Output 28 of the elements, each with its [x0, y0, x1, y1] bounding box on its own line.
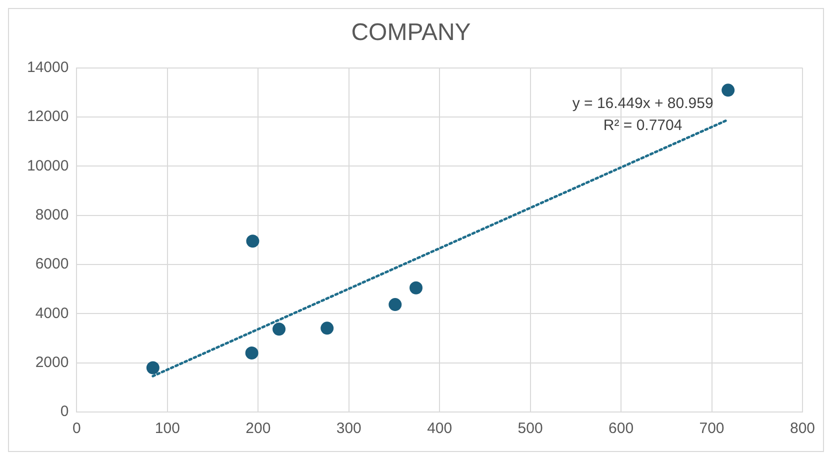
x-tick-label: 100 [154, 420, 180, 438]
y-tick-label: 10000 [26, 157, 69, 174]
point [320, 322, 334, 335]
point [410, 281, 423, 294]
y-tick-label: 4000 [35, 304, 69, 322]
chart-title: COMPANY [351, 19, 471, 46]
x-tick-label: 500 [518, 420, 543, 438]
x-tick-label: 0 [72, 420, 81, 438]
x-tick-label: 200 [246, 420, 271, 438]
y-tick-label: 2000 [35, 354, 69, 371]
point [245, 346, 258, 360]
point [146, 361, 160, 374]
x-tick-label: 300 [336, 420, 362, 438]
point [272, 322, 286, 336]
point [722, 84, 735, 97]
y-tick-label: 8000 [35, 206, 69, 224]
point [246, 234, 260, 248]
x-tick-label: 400 [427, 420, 452, 438]
y-tick-label: 0 [60, 403, 69, 420]
x-tick-label: 700 [699, 420, 724, 438]
x-tick-label: 800 [790, 420, 815, 438]
y-tick-label: 12000 [26, 108, 69, 126]
point [388, 298, 402, 312]
y-tick-label: 6000 [35, 256, 69, 273]
x-tick-label: 600 [608, 420, 634, 438]
annotation: y = 16.449x + 80.959 [572, 94, 714, 112]
annotation: R² = 0.7704 [603, 116, 682, 134]
y-tick-label: 14000 [26, 58, 69, 76]
